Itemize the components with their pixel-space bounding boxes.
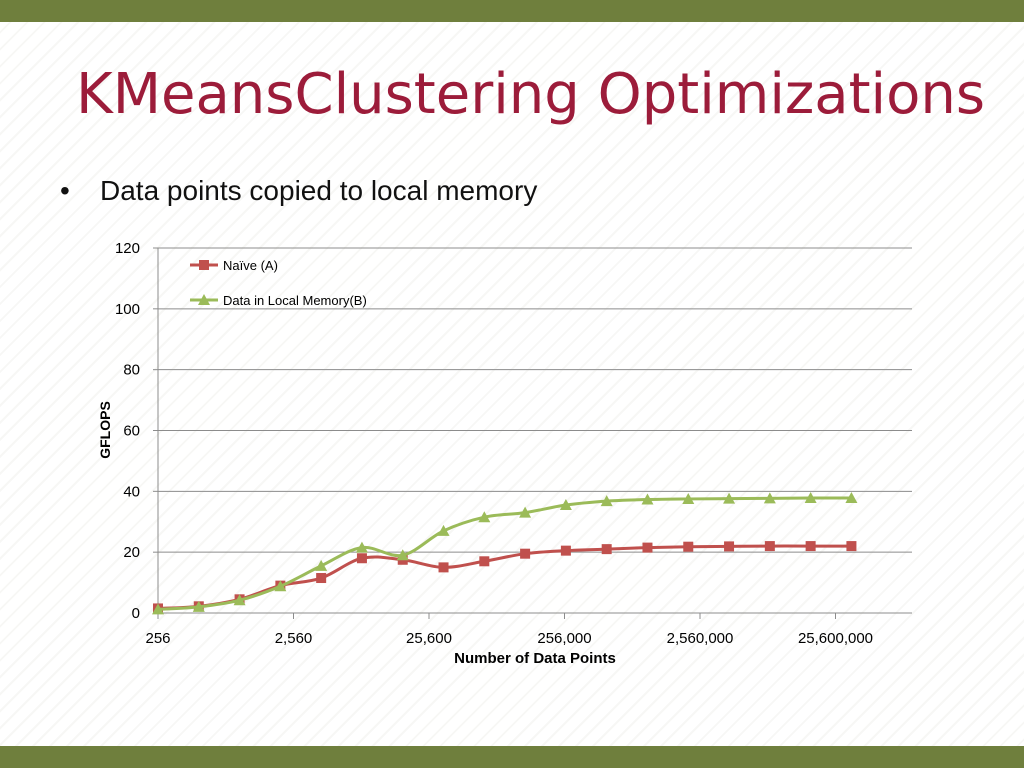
x-tick-labels: 256 2,560 25,600 256,000 2,560,000 25,600,000 — [145, 630, 873, 647]
data-point — [641, 493, 654, 505]
data-point — [355, 541, 368, 553]
y-tick-label: 40 — [123, 483, 140, 500]
chart-legend: Naïve (A) Data in Local Memory(B) — [190, 258, 367, 308]
x-tick-label: 2,560,000 — [667, 630, 734, 647]
data-point — [520, 548, 531, 559]
bottom-accent-bar — [0, 746, 1024, 768]
data-point — [600, 495, 613, 507]
y-tick-label: 80 — [123, 362, 140, 379]
data-point — [356, 553, 367, 564]
data-point — [437, 524, 450, 536]
legend-label: Naïve (A) — [223, 258, 278, 273]
y-tick-label: 20 — [123, 544, 140, 561]
data-point — [274, 580, 287, 592]
data-point — [683, 541, 694, 552]
data-point — [396, 549, 409, 561]
chart-series — [152, 492, 858, 615]
data-point — [724, 541, 735, 552]
series-1 — [152, 492, 858, 615]
data-point — [723, 492, 736, 504]
data-point — [764, 541, 775, 552]
chart-axes — [157, 248, 912, 619]
data-point — [479, 556, 490, 567]
data-point — [438, 562, 449, 573]
x-tick-label: 2,560 — [275, 630, 313, 647]
data-point — [519, 506, 532, 518]
data-point — [642, 542, 653, 553]
data-point — [682, 492, 695, 504]
data-point — [152, 603, 164, 615]
bullet-text: Data points copied to local memory — [100, 175, 538, 206]
data-point — [192, 600, 205, 612]
legend-marker — [199, 260, 209, 270]
y-tick-labels: 0 20 40 60 80 100 120 — [115, 240, 140, 622]
series-line — [157, 496, 852, 611]
y-tick-label: 60 — [123, 423, 140, 440]
legend-marker — [198, 294, 210, 305]
bullet-symbol: • — [60, 175, 70, 206]
bullet-item: • Data points copied to local memory — [60, 175, 537, 207]
data-point — [316, 573, 327, 584]
data-point — [805, 541, 816, 552]
data-point — [478, 511, 491, 523]
series-line — [157, 544, 852, 610]
x-tick-label: 256 — [145, 630, 170, 647]
data-point — [845, 492, 858, 504]
data-point — [601, 544, 612, 555]
y-tick-label: 100 — [115, 301, 140, 318]
chart-gridlines — [153, 247, 912, 614]
x-tick-label: 25,600 — [406, 630, 452, 647]
data-point — [846, 541, 857, 552]
x-tick-label: 256,000 — [537, 630, 591, 647]
legend-label: Data in Local Memory(B) — [223, 293, 367, 308]
y-tick-label: 0 — [132, 605, 140, 622]
slide-title: KMeansClustering Optimizations — [76, 62, 986, 127]
y-tick-label: 120 — [115, 240, 140, 257]
data-point — [559, 499, 572, 511]
data-point — [804, 492, 817, 504]
y-axis-label: GFLOPS — [97, 401, 113, 459]
x-tick-label: 25,600,000 — [798, 630, 873, 647]
data-point — [763, 492, 776, 504]
data-point — [233, 594, 246, 606]
top-accent-bar — [0, 0, 1024, 22]
data-point — [560, 545, 571, 556]
x-axis-label: Number of Data Points — [454, 650, 616, 667]
data-point — [315, 559, 328, 571]
